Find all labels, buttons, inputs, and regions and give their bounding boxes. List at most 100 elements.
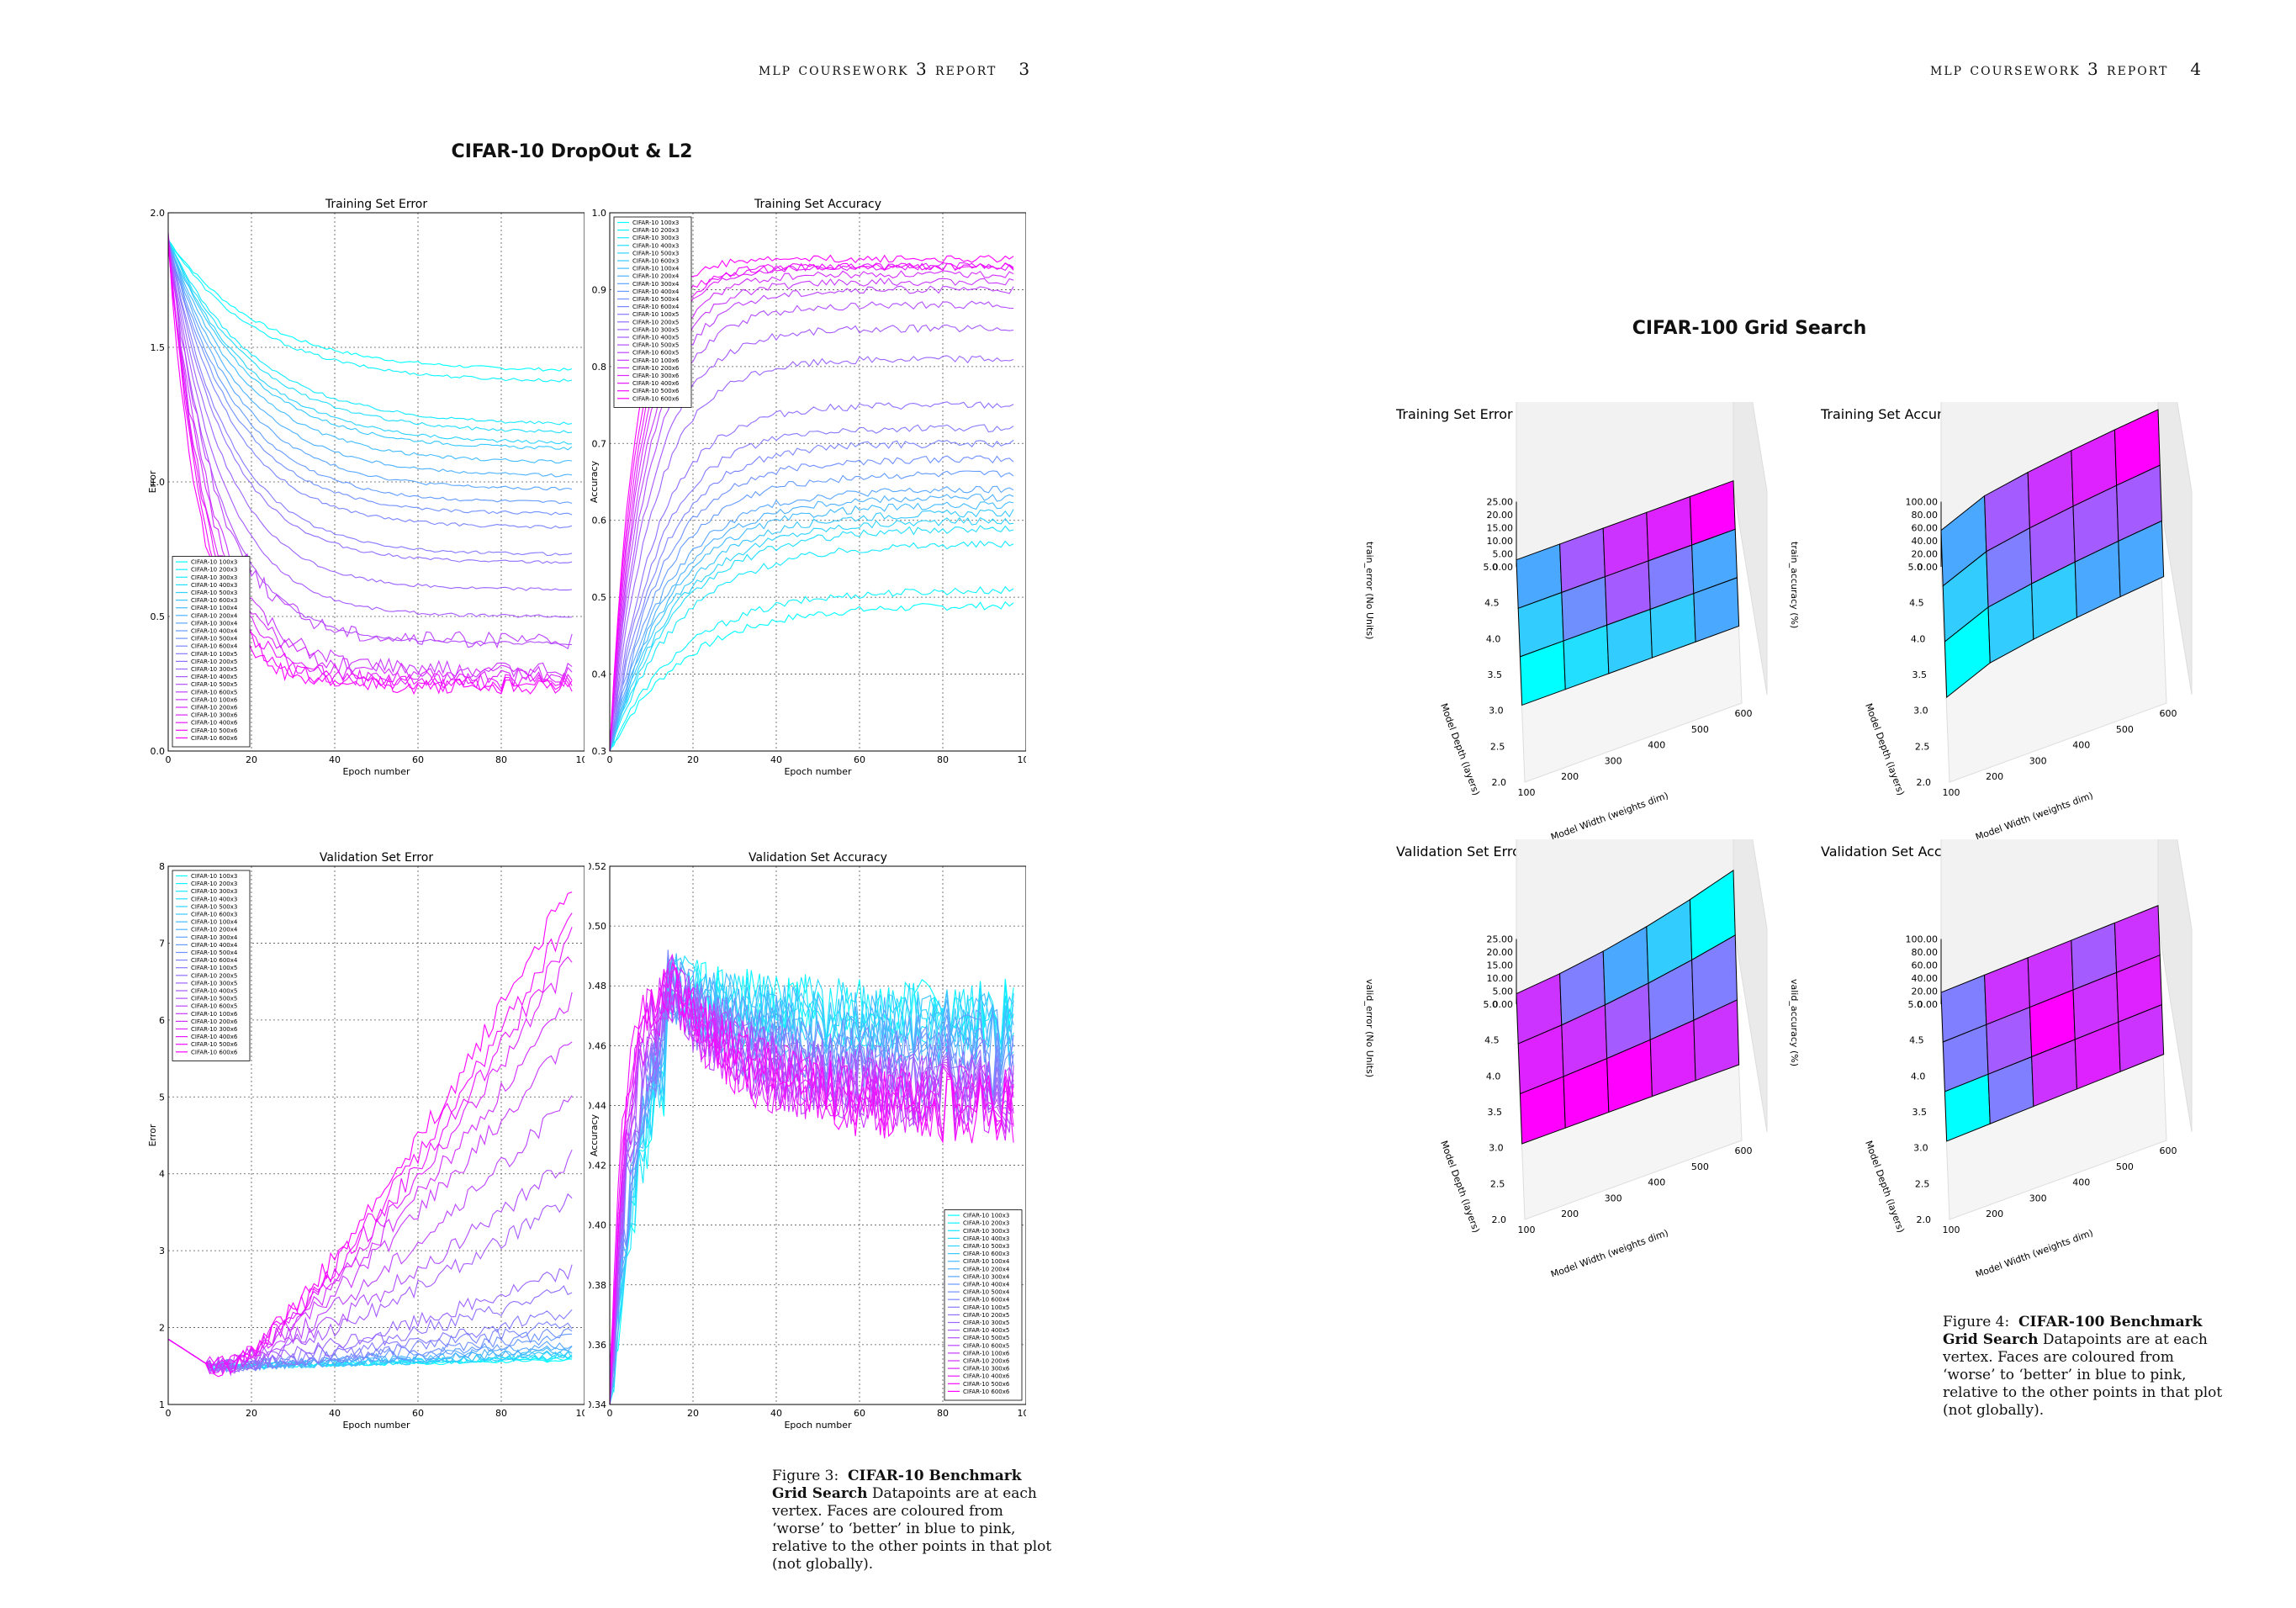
- side-pane: [2157, 402, 2193, 696]
- legend-label: CIFAR-10 400x3: [963, 1235, 1009, 1242]
- y-tick-label: 4: [159, 1169, 165, 1180]
- y-tick-label: 4.0: [1486, 633, 1501, 644]
- y-tick-label: 3.0: [1489, 706, 1504, 717]
- legend-label: CIFAR-10 100x5: [632, 311, 679, 318]
- series-line: [167, 1041, 573, 1372]
- plot-frame: [167, 865, 585, 1405]
- legend-label: CIFAR-10 500x5: [191, 996, 237, 1002]
- x-axis-label: Epoch number: [342, 1420, 410, 1431]
- y-tick-label: 8: [159, 861, 165, 872]
- z-tick-label: 25.00: [1487, 497, 1514, 508]
- series-line: [609, 961, 1014, 1405]
- legend-label: CIFAR-10 500x3: [632, 250, 679, 257]
- x-tick-label: 200: [1561, 1209, 1579, 1219]
- x-tick-label: 20: [246, 754, 257, 765]
- legend-label: CIFAR-10 600x6: [191, 1049, 238, 1055]
- y-tick-label: 0.5: [592, 592, 607, 603]
- y-tick-label: 0.42: [589, 1161, 606, 1172]
- series-line: [167, 239, 573, 451]
- caption-bold: CIFAR-100 Benchmark Grid Search: [1943, 1314, 2203, 1348]
- legend-label: CIFAR-10 600x5: [632, 350, 679, 357]
- x-tick-label: 500: [1691, 724, 1709, 735]
- caption-label: Figure 4:: [1943, 1314, 2010, 1330]
- x-tick-label: 20: [687, 1408, 699, 1419]
- z-tick-label: 25.00: [1487, 934, 1514, 945]
- surface-training-error: Training Set Error 0.00 5.00 10.00 15.00 20.0…: [1364, 402, 1768, 839]
- plot-frame: [609, 212, 1026, 752]
- legend-label: CIFAR-10 600x5: [963, 1342, 1009, 1349]
- y-tick-label: 0.38: [589, 1280, 606, 1291]
- series-line: [609, 424, 1014, 752]
- y-tick-label: 1: [159, 1399, 165, 1410]
- y-tick-label: 2: [159, 1323, 165, 1334]
- series-line: [167, 239, 573, 372]
- legend-label: CIFAR-10 400x6: [191, 720, 238, 727]
- series-line: [609, 501, 1014, 749]
- left-page: mlp coursework 3 report 3 CIFAR-10 DropOu…: [147, 59, 1052, 1573]
- chart-title: Validation Set Accuracy: [1821, 844, 1980, 860]
- legend-label: CIFAR-10 100x6: [191, 696, 238, 703]
- legend-label: CIFAR-10 500x4: [632, 296, 680, 303]
- z-tick-label: 100.00: [1906, 497, 1939, 508]
- series-line: [609, 493, 1014, 752]
- x-tick-label: 100: [1018, 1408, 1027, 1419]
- z-tick-label: 20.00: [1912, 986, 1939, 997]
- legend-label: CIFAR-10 600x6: [632, 395, 680, 402]
- legend-label: CIFAR-10 500x5: [963, 1335, 1009, 1341]
- y-tick-label: 5.0: [1484, 562, 1499, 573]
- x-tick-label: 100: [576, 754, 585, 765]
- legend-label: CIFAR-10 600x5: [191, 1003, 237, 1010]
- legend-label: CIFAR-10 200x6: [191, 705, 238, 711]
- legend-label: CIFAR-10 500x6: [963, 1381, 1010, 1388]
- series-line: [609, 966, 1014, 1396]
- z-tick-label: 15.00: [1487, 523, 1514, 534]
- x-tick-label: 200: [1561, 771, 1579, 782]
- x-tick-label: 300: [1605, 1193, 1622, 1203]
- z-tick-label: 10.00: [1487, 973, 1514, 984]
- y-tick-label: 0.5: [151, 611, 166, 622]
- x-axis-label: Model Width (weights dim): [1549, 1227, 1669, 1277]
- series-line: [609, 516, 1014, 752]
- z-tick-label: 15.00: [1487, 960, 1514, 971]
- legend-label: CIFAR-10 100x5: [963, 1304, 1009, 1311]
- side-pane: [1733, 839, 1768, 1133]
- y-tick-label: 7: [159, 938, 165, 949]
- x-tick-label: 0: [607, 754, 613, 765]
- series-line: [167, 238, 573, 464]
- x-tick-label: 500: [2116, 1161, 2134, 1172]
- legend-label: CIFAR-10 600x6: [191, 735, 238, 742]
- legend-label: CIFAR-10 500x3: [191, 903, 237, 910]
- legend-label: CIFAR-10 100x6: [963, 1350, 1010, 1357]
- x-tick-label: 600: [1735, 1145, 1753, 1156]
- x-tick-label: 40: [329, 1408, 341, 1419]
- y-tick-label: 3: [159, 1246, 165, 1256]
- y-tick-label: 0.48: [589, 981, 606, 992]
- series-line: [609, 355, 1014, 751]
- x-tick-label: 100: [576, 1408, 585, 1419]
- y-axis-label: Accuracy: [589, 460, 600, 503]
- series-line: [609, 324, 1014, 748]
- x-tick-label: 600: [2160, 1145, 2177, 1156]
- legend-label: CIFAR-10 400x6: [191, 1034, 238, 1040]
- series-line: [167, 912, 573, 1369]
- x-axis-label: Model Width (weights dim): [1974, 1227, 2094, 1277]
- chart-validation-error: Validation Set Error 0 20 40 60 80 100 1 2 3 4 5 6 7 8…: [147, 851, 585, 1431]
- z-axis-label: train_accuracy (%): [1789, 542, 1800, 628]
- running-head: mlp coursework 3 report 3: [759, 59, 1031, 79]
- x-tick-label: 300: [2029, 1193, 2047, 1203]
- y-tick-label: 1.5: [151, 342, 166, 353]
- x-tick-label: 300: [2029, 755, 2047, 766]
- legend-label: CIFAR-10 300x4: [632, 281, 680, 288]
- x-tick-label: 100: [1943, 787, 1960, 798]
- x-tick-label: 0: [166, 1408, 172, 1419]
- x-axis-label: Epoch number: [784, 766, 852, 777]
- x-tick-label: 20: [246, 1408, 257, 1419]
- y-tick-label: 0.0: [151, 746, 166, 757]
- legend-label: CIFAR-10 200x4: [191, 612, 238, 619]
- x-tick-label: 400: [1648, 740, 1665, 751]
- legend-label: CIFAR-10 600x3: [963, 1251, 1009, 1257]
- x-tick-label: 0: [166, 754, 172, 765]
- y-tick-label: 0.44: [589, 1100, 606, 1111]
- figure-caption: Figure 4: CIFAR-100 Benchmark Grid Searc…: [1943, 1314, 2229, 1420]
- legend-label: CIFAR-10 600x3: [191, 912, 237, 918]
